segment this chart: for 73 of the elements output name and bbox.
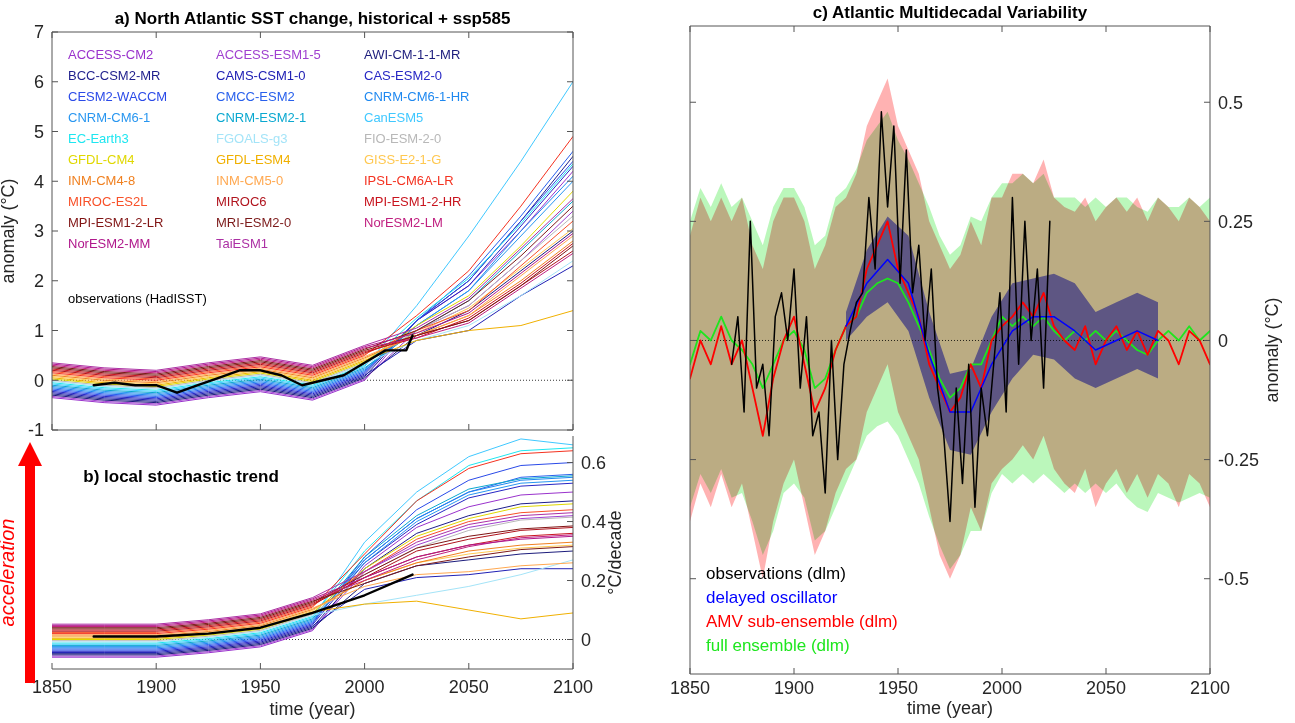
text: CanESM5	[364, 110, 424, 125]
text: observations (HadISST)	[68, 290, 207, 306]
x-tick-label: 2100	[1189, 678, 1231, 698]
text: observations (dlm)	[706, 564, 846, 583]
y-tick-label: 1	[33, 320, 44, 341]
text: b) local stochastic trend	[83, 467, 279, 486]
x-tick-label: 1900	[773, 678, 815, 698]
y-tick-label: 3	[33, 221, 44, 242]
text: IPSL-CM6A-LR	[364, 173, 454, 188]
y-tick-label: 0	[1218, 330, 1229, 351]
text: NorESM2-MM	[68, 236, 151, 251]
x-tick-label: 2050	[448, 677, 489, 697]
text: MPI-ESM1-2-HR	[364, 194, 462, 209]
text: GFDL-ESM4	[216, 152, 291, 167]
text: NorESM2-LM	[364, 215, 443, 230]
y-axis-title: anomaly (°C)	[0, 178, 18, 284]
text: full ensemble (dlm)	[706, 636, 850, 655]
y-tick-label: 5	[33, 121, 44, 142]
x-tick-label: 1850	[31, 677, 73, 697]
x-tick-label: 2000	[981, 678, 1023, 698]
text: INM-CM4-8	[68, 173, 136, 188]
y-axis-title: anomaly (°C)	[1262, 297, 1282, 403]
text: TaiESM1	[216, 236, 269, 251]
x-tick-label: 1900	[136, 677, 177, 697]
y-tick-label: 0	[33, 370, 44, 391]
text: ACCESS-ESM1-5	[216, 47, 321, 62]
x-tick-label: 2100	[552, 677, 594, 697]
y-axis-title: °C/decade	[605, 510, 625, 595]
text: FIO-ESM-2-0	[364, 131, 442, 146]
text: GFDL-CM4	[68, 152, 135, 167]
y-tick-label: 0.5	[1218, 92, 1244, 113]
text: FGOALS-g3	[216, 131, 288, 146]
chart-title: c) Atlantic Multidecadal Variability	[812, 3, 1088, 22]
text: MIROC-ES2L	[68, 194, 148, 209]
x-tick-label: 1950	[240, 677, 281, 697]
text: BCC-CSM2-MR	[68, 68, 161, 83]
y-tick-label: 7	[33, 22, 44, 43]
y-tick-label: 0	[581, 629, 592, 650]
y-tick-label: 6	[33, 72, 44, 93]
text: MRI-ESM2-0	[216, 215, 292, 230]
text: CNRM-CM6-1	[68, 110, 151, 125]
x-tick-label: 2000	[344, 677, 385, 697]
y-tick-label: 4	[33, 171, 44, 192]
y-tick-label: 0.4	[581, 511, 607, 532]
text: delayed oscillator	[706, 588, 838, 607]
x-axis-title: time (year)	[906, 698, 994, 718]
text: CNRM-ESM2-1	[216, 110, 307, 125]
text: INM-CM5-0	[216, 173, 284, 188]
text: CNRM-CM6-1-HR	[364, 89, 470, 104]
y-tick-label: 0.25	[1218, 211, 1254, 232]
y-tick-label: -0.25	[1218, 449, 1260, 470]
y-tick-label: 2	[33, 271, 44, 292]
x-tick-label: 1850	[669, 678, 711, 698]
y-tick-label: -0.5	[1218, 569, 1250, 590]
text: CESM2-WACCM	[68, 89, 168, 104]
y-tick-label: 0.2	[581, 570, 607, 591]
y-tick-label: -1	[27, 420, 44, 441]
text: GISS-E2-1-G	[364, 152, 442, 167]
text: MPI-ESM1-2-LR	[68, 215, 164, 230]
text: CAS-ESM2-0	[364, 68, 443, 83]
x-tick-label: 1950	[877, 678, 919, 698]
text: AWI-CM-1-1-MR	[364, 47, 461, 62]
text: ACCESS-CM2	[68, 47, 154, 62]
text: MIROC6	[216, 194, 267, 209]
x-tick-label: 2050	[1085, 678, 1127, 698]
chart-title: a) North Atlantic SST change, historical + ssp585	[114, 9, 511, 28]
text: CAMS-CSM1-0	[216, 68, 306, 83]
text: AMV sub-ensemble (dlm)	[706, 612, 898, 631]
y-tick-label: 0.6	[581, 452, 607, 473]
x-axis-title: time (year)	[269, 699, 356, 719]
text: CMCC-ESM2	[216, 89, 295, 104]
text: acceleration	[0, 518, 18, 627]
text: EC-Earth3	[68, 131, 129, 146]
